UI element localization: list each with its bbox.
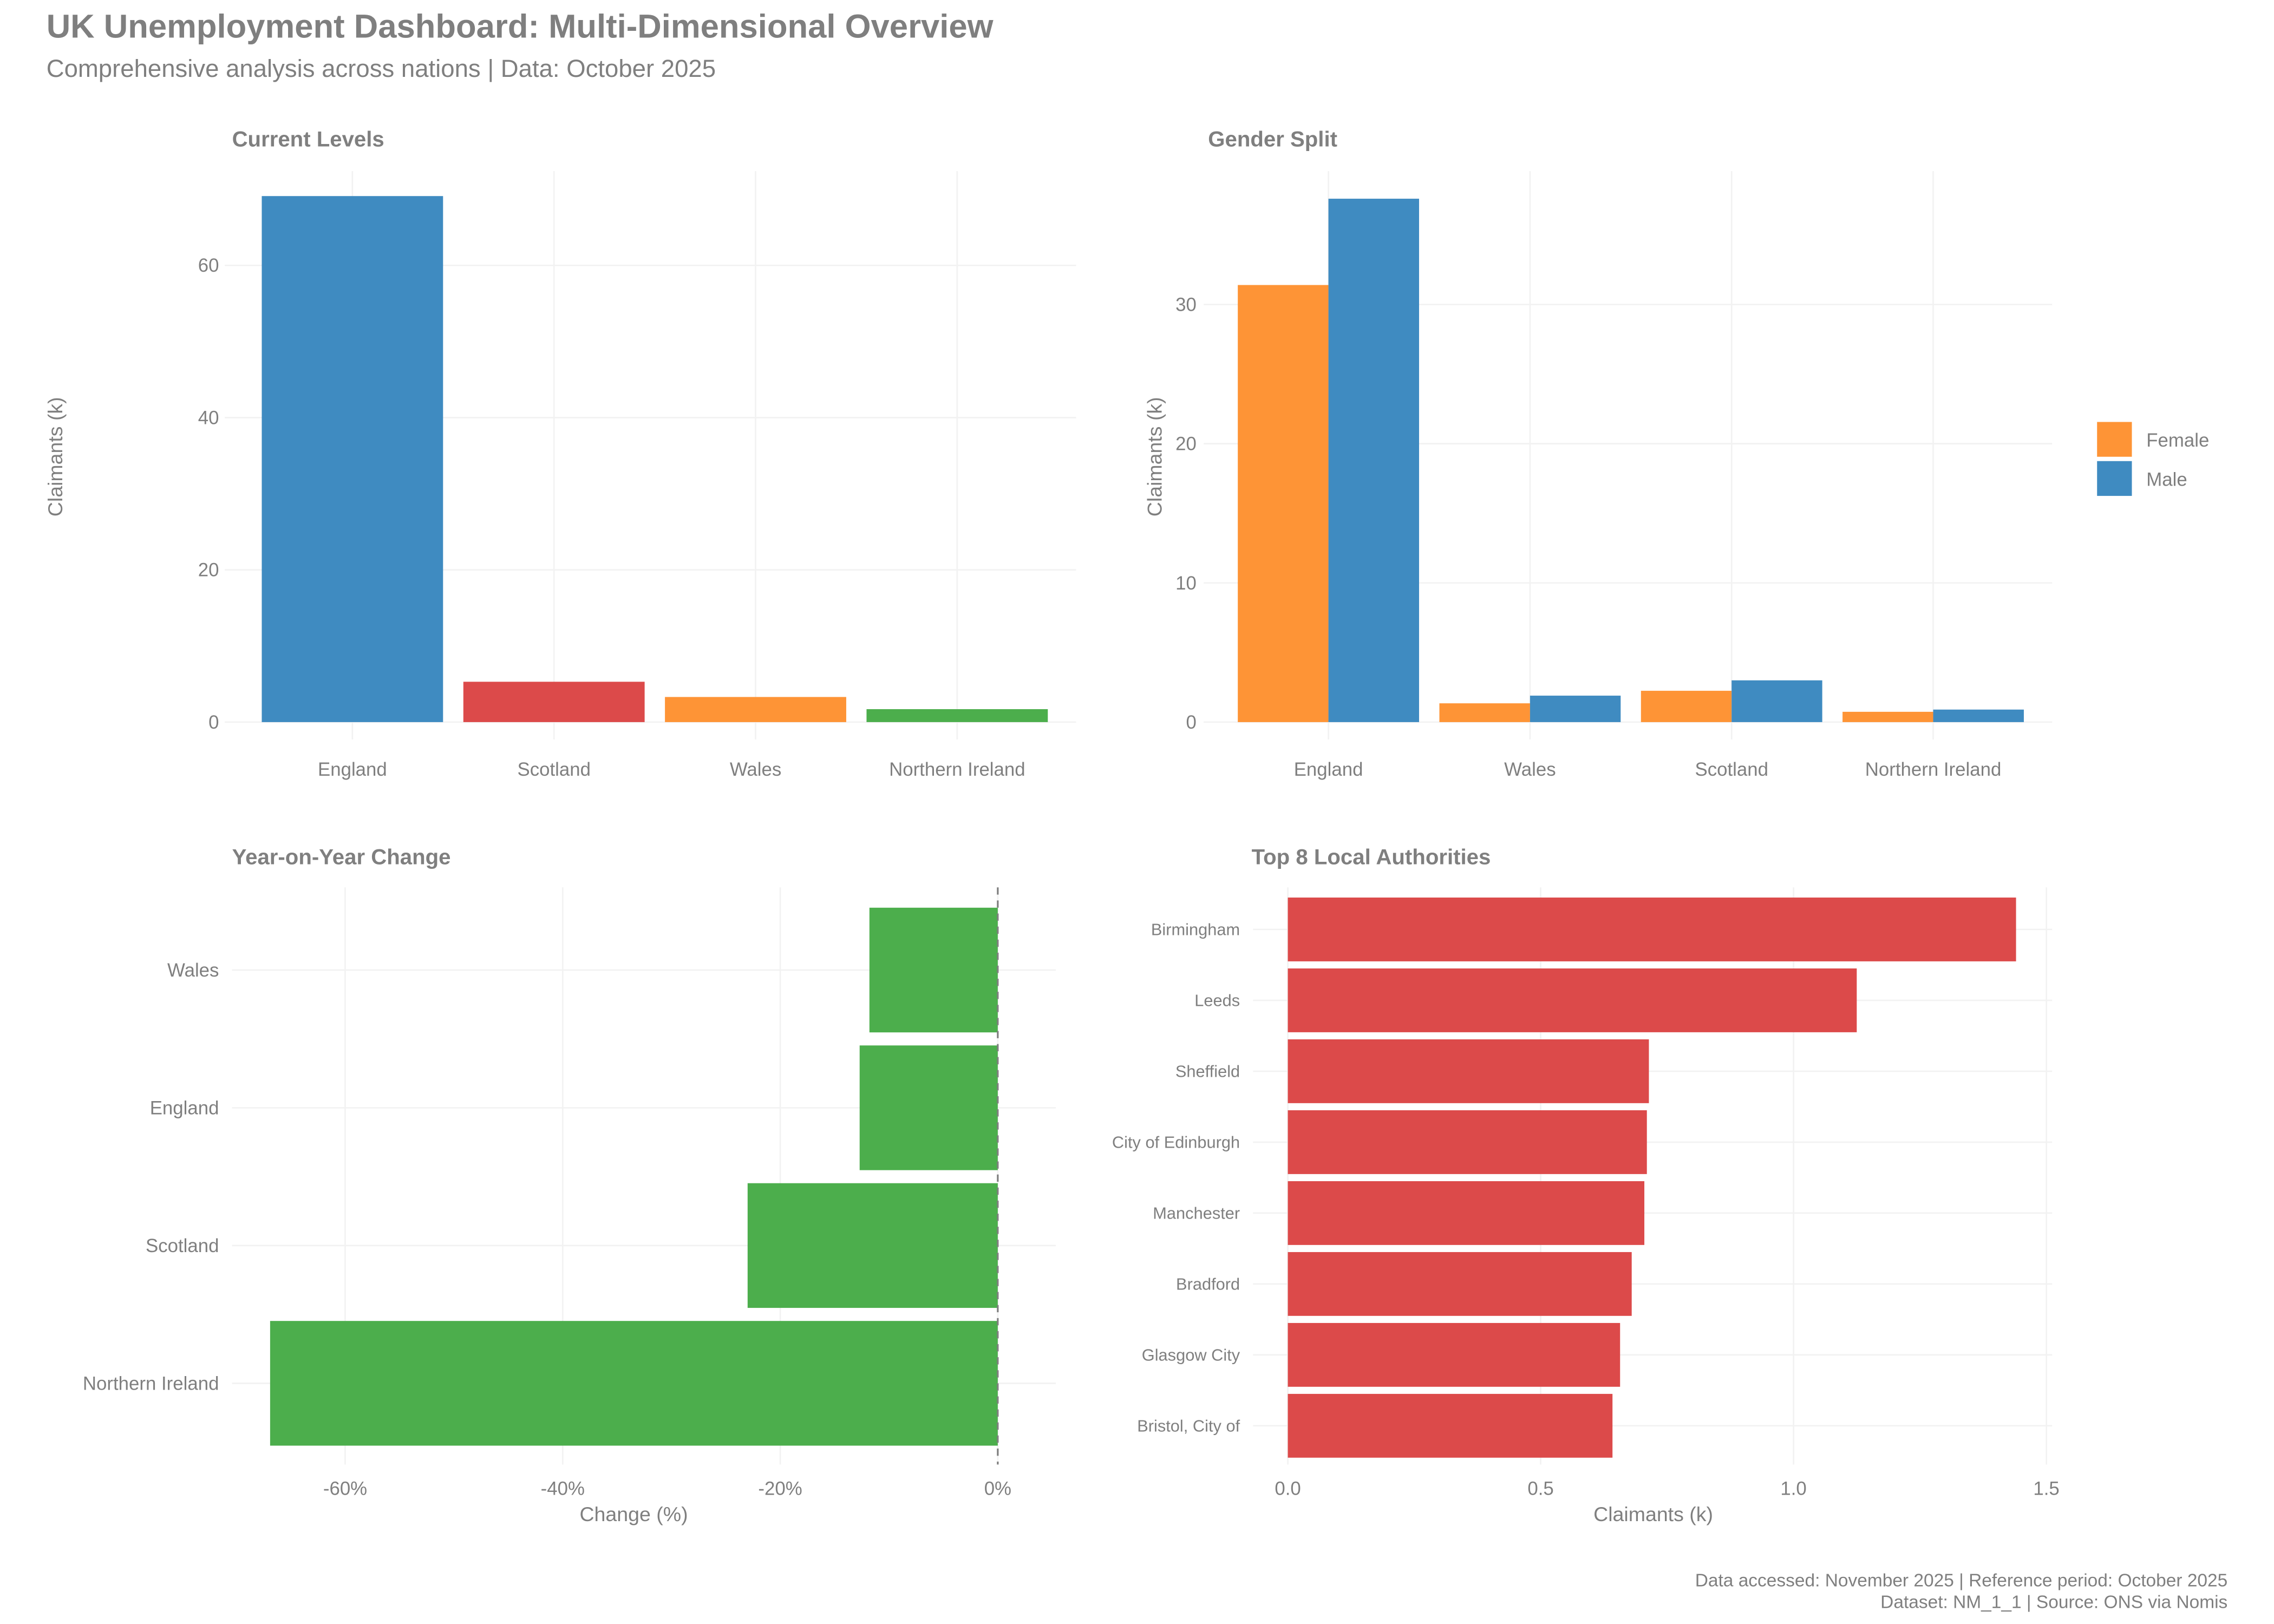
bar-female-england <box>1238 285 1329 722</box>
y-tick-label: Bristol, City of <box>1137 1417 1240 1436</box>
panel-gender-split: Gender Split 0 10 20 30 England Wales Scotland N… <box>1143 127 2210 781</box>
panel-top-local-authorities: Top 8 Local Authorities 0.0 0.5 1.0 1.5 Birmi… <box>1112 844 2060 1525</box>
legend-label-female: Female <box>2146 430 2209 451</box>
y-tick-label: England <box>150 1097 219 1118</box>
x-tick-label: Scotland <box>517 759 590 780</box>
bar-england <box>859 1045 998 1170</box>
panel-current-levels: Current Levels 0 20 40 60 England Scotland Wale… <box>44 127 1076 780</box>
bar-female-wales <box>1439 703 1530 722</box>
x-tick-label: -20% <box>758 1478 802 1499</box>
chart-title: Top 8 Local Authorities <box>1252 844 1491 869</box>
x-tick-label: -40% <box>541 1478 585 1499</box>
y-tick-label: 0 <box>1186 712 1196 733</box>
bar-scotland <box>747 1183 998 1308</box>
y-tick-label: City of Edinburgh <box>1112 1133 1240 1152</box>
legend-swatch-male <box>2097 461 2132 496</box>
y-tick-label: 20 <box>1175 434 1197 455</box>
x-axis-label: Claimants (k) <box>1593 1503 1713 1525</box>
bar-bradford <box>1288 1252 1632 1316</box>
bar-female-northern-ireland <box>1842 711 1933 722</box>
y-tick-label: Sheffield <box>1175 1062 1240 1081</box>
x-axis-label: Change (%) <box>579 1503 688 1525</box>
bar-wales <box>665 697 846 722</box>
x-tick-label: -60% <box>323 1478 367 1499</box>
bar-leeds <box>1288 968 1857 1032</box>
x-tick-label: Wales <box>1504 759 1556 780</box>
bar-glasgow-city <box>1288 1322 1620 1387</box>
caption-line-1: Data accessed: November 2025 | Reference… <box>1695 1570 2228 1590</box>
bar-female-scotland <box>1641 691 1732 722</box>
y-tick-label: Bradford <box>1176 1275 1240 1294</box>
x-tick-label: Wales <box>730 759 781 780</box>
bar-wales <box>869 907 998 1033</box>
y-tick-label: Manchester <box>1153 1204 1240 1223</box>
x-tick-label: 0% <box>984 1478 1011 1499</box>
bar-bristol-city-of <box>1288 1393 1613 1458</box>
bar-northern-ireland <box>270 1321 998 1446</box>
bar-sheffield <box>1288 1039 1649 1103</box>
bar-male-england <box>1328 199 1419 722</box>
panel-year-on-year-change: Year-on-Year Change -60% -40% -20% 0% Wales En… <box>83 844 1056 1525</box>
x-tick-label: Northern Ireland <box>889 759 1025 780</box>
y-tick-label: 60 <box>198 255 219 276</box>
dashboard-title: UK Unemployment Dashboard: Multi-Dimensi… <box>47 8 994 45</box>
y-axis-label: Claimants (k) <box>1143 397 1166 516</box>
bar-city-of-edinburgh <box>1288 1110 1647 1174</box>
x-tick-label: 1.0 <box>1780 1478 1806 1499</box>
x-tick-label: 1.5 <box>2033 1478 2059 1499</box>
bar-northern-ireland <box>866 709 1048 722</box>
y-tick-label: Leeds <box>1194 991 1240 1010</box>
bar-scotland <box>463 682 645 722</box>
y-tick-label: 20 <box>198 560 219 581</box>
y-tick-label: 40 <box>198 407 219 428</box>
bar-male-scotland <box>1731 680 1822 722</box>
x-tick-label: Northern Ireland <box>1865 759 2002 780</box>
x-tick-label: England <box>1294 759 1363 780</box>
y-tick-label: 0 <box>208 712 219 733</box>
x-tick-label: 0.0 <box>1275 1478 1301 1499</box>
y-tick-label: Wales <box>167 960 219 981</box>
y-tick-label: Glasgow City <box>1142 1346 1240 1365</box>
bar-england <box>262 196 443 722</box>
x-tick-label: Scotland <box>1695 759 1768 780</box>
chart-title: Current Levels <box>232 127 384 152</box>
y-tick-label: Northern Ireland <box>83 1373 219 1394</box>
x-tick-label: 0.5 <box>1527 1478 1553 1499</box>
bar-birmingham <box>1288 898 2016 961</box>
bar-male-northern-ireland <box>1933 709 2024 722</box>
dashboard-subtitle: Comprehensive analysis across nations | … <box>47 55 716 82</box>
chart-title: Gender Split <box>1208 127 1337 152</box>
y-axis-label: Claimants (k) <box>44 397 67 516</box>
bar-male-wales <box>1530 696 1621 722</box>
y-tick-label: Scotland <box>146 1235 219 1256</box>
bar-manchester <box>1288 1181 1645 1245</box>
y-tick-label: 10 <box>1175 573 1197 594</box>
y-tick-label: 30 <box>1175 294 1197 316</box>
chart-title: Year-on-Year Change <box>232 844 451 869</box>
legend-swatch-female <box>2097 422 2132 457</box>
x-tick-label: England <box>318 759 387 780</box>
legend-label-male: Male <box>2146 469 2187 490</box>
y-tick-label: Birmingham <box>1151 920 1240 939</box>
caption-line-2: Dataset: NM_1_1 | Source: ONS via Nomis <box>1880 1593 2227 1613</box>
